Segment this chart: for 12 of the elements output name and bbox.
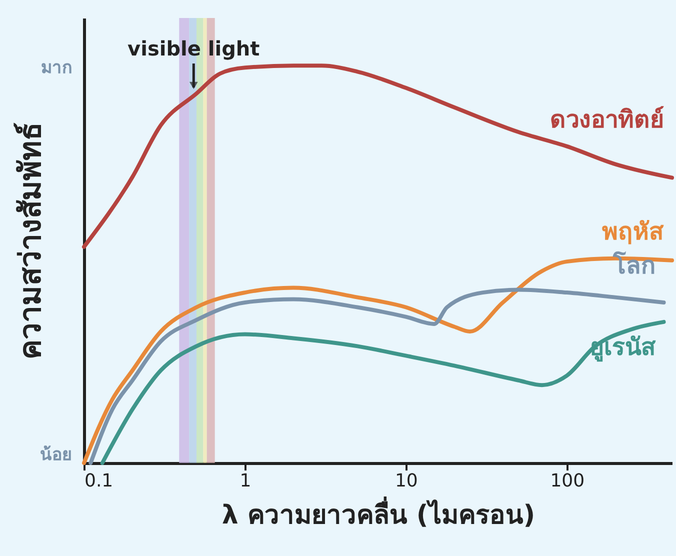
annotation: visible light — [128, 36, 260, 60]
text: มาก — [41, 58, 72, 78]
x-axis-title: λ ความยาวคลื่น (ไมครอน) — [222, 496, 536, 530]
x-tick-label: 10 — [394, 470, 418, 492]
series-label: พฤหัส — [602, 217, 664, 246]
series-label: โลก — [612, 250, 656, 280]
y-axis-title: ความสว่างสัมพัทธ์ — [14, 122, 48, 360]
series-label: ดวงอาทิตย์ — [550, 105, 664, 134]
x-tick-label: 0.1 — [84, 470, 114, 492]
text: น้อย — [40, 445, 72, 465]
x-tick-label: 1 — [240, 470, 252, 492]
x-tick-label: 100 — [550, 470, 585, 492]
